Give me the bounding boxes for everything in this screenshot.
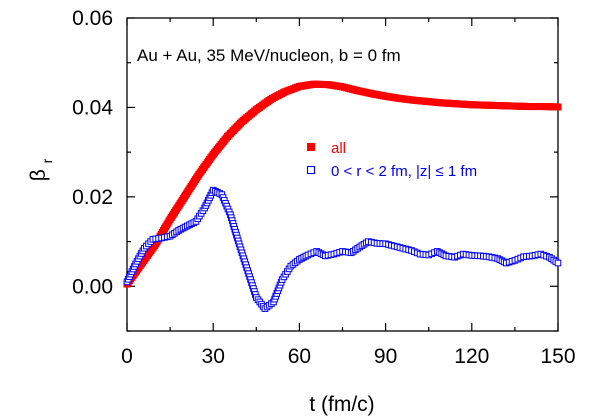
x-axis-title: t (fm/c) <box>309 393 374 416</box>
series-all <box>123 80 562 288</box>
axis-ticks <box>126 17 559 332</box>
data-point-inner <box>554 259 562 267</box>
y-tick-label: 0.06 <box>72 7 113 30</box>
x-tick-label: 30 <box>202 345 225 368</box>
y-tick-labels: 0.00 0.02 0.04 0.06 <box>72 7 113 298</box>
legend: all 0 < r < 2 fm, |z| ≤ 1 fm <box>306 140 477 180</box>
y-tick-label: 0.04 <box>72 96 113 119</box>
y-axis-title-main: β <box>27 169 50 181</box>
x-tick-label: 90 <box>374 345 397 368</box>
x-tick-label: 150 <box>540 345 575 368</box>
legend-label-all: all <box>331 140 346 157</box>
data-point-all <box>554 103 562 111</box>
y-axis-title: β r <box>27 158 55 181</box>
y-tick-label: 0.02 <box>72 186 113 209</box>
x-tick-label: 0 <box>121 345 133 368</box>
x-tick-label: 120 <box>454 345 489 368</box>
y-axis-title-sub: r <box>39 158 55 163</box>
annotation-text: Au + Au, 35 MeV/nucleon, b = 0 fm <box>137 46 401 65</box>
series-inner-region <box>123 186 562 312</box>
legend-marker-inner <box>306 165 316 175</box>
legend-label-inner: 0 < r < 2 fm, |z| ≤ 1 fm <box>331 163 477 180</box>
x-tick-labels: 0 30 60 90 120 150 <box>121 345 575 368</box>
y-tick-label: 0.00 <box>72 275 113 298</box>
legend-marker-all <box>307 143 315 151</box>
x-tick-label: 60 <box>288 345 311 368</box>
